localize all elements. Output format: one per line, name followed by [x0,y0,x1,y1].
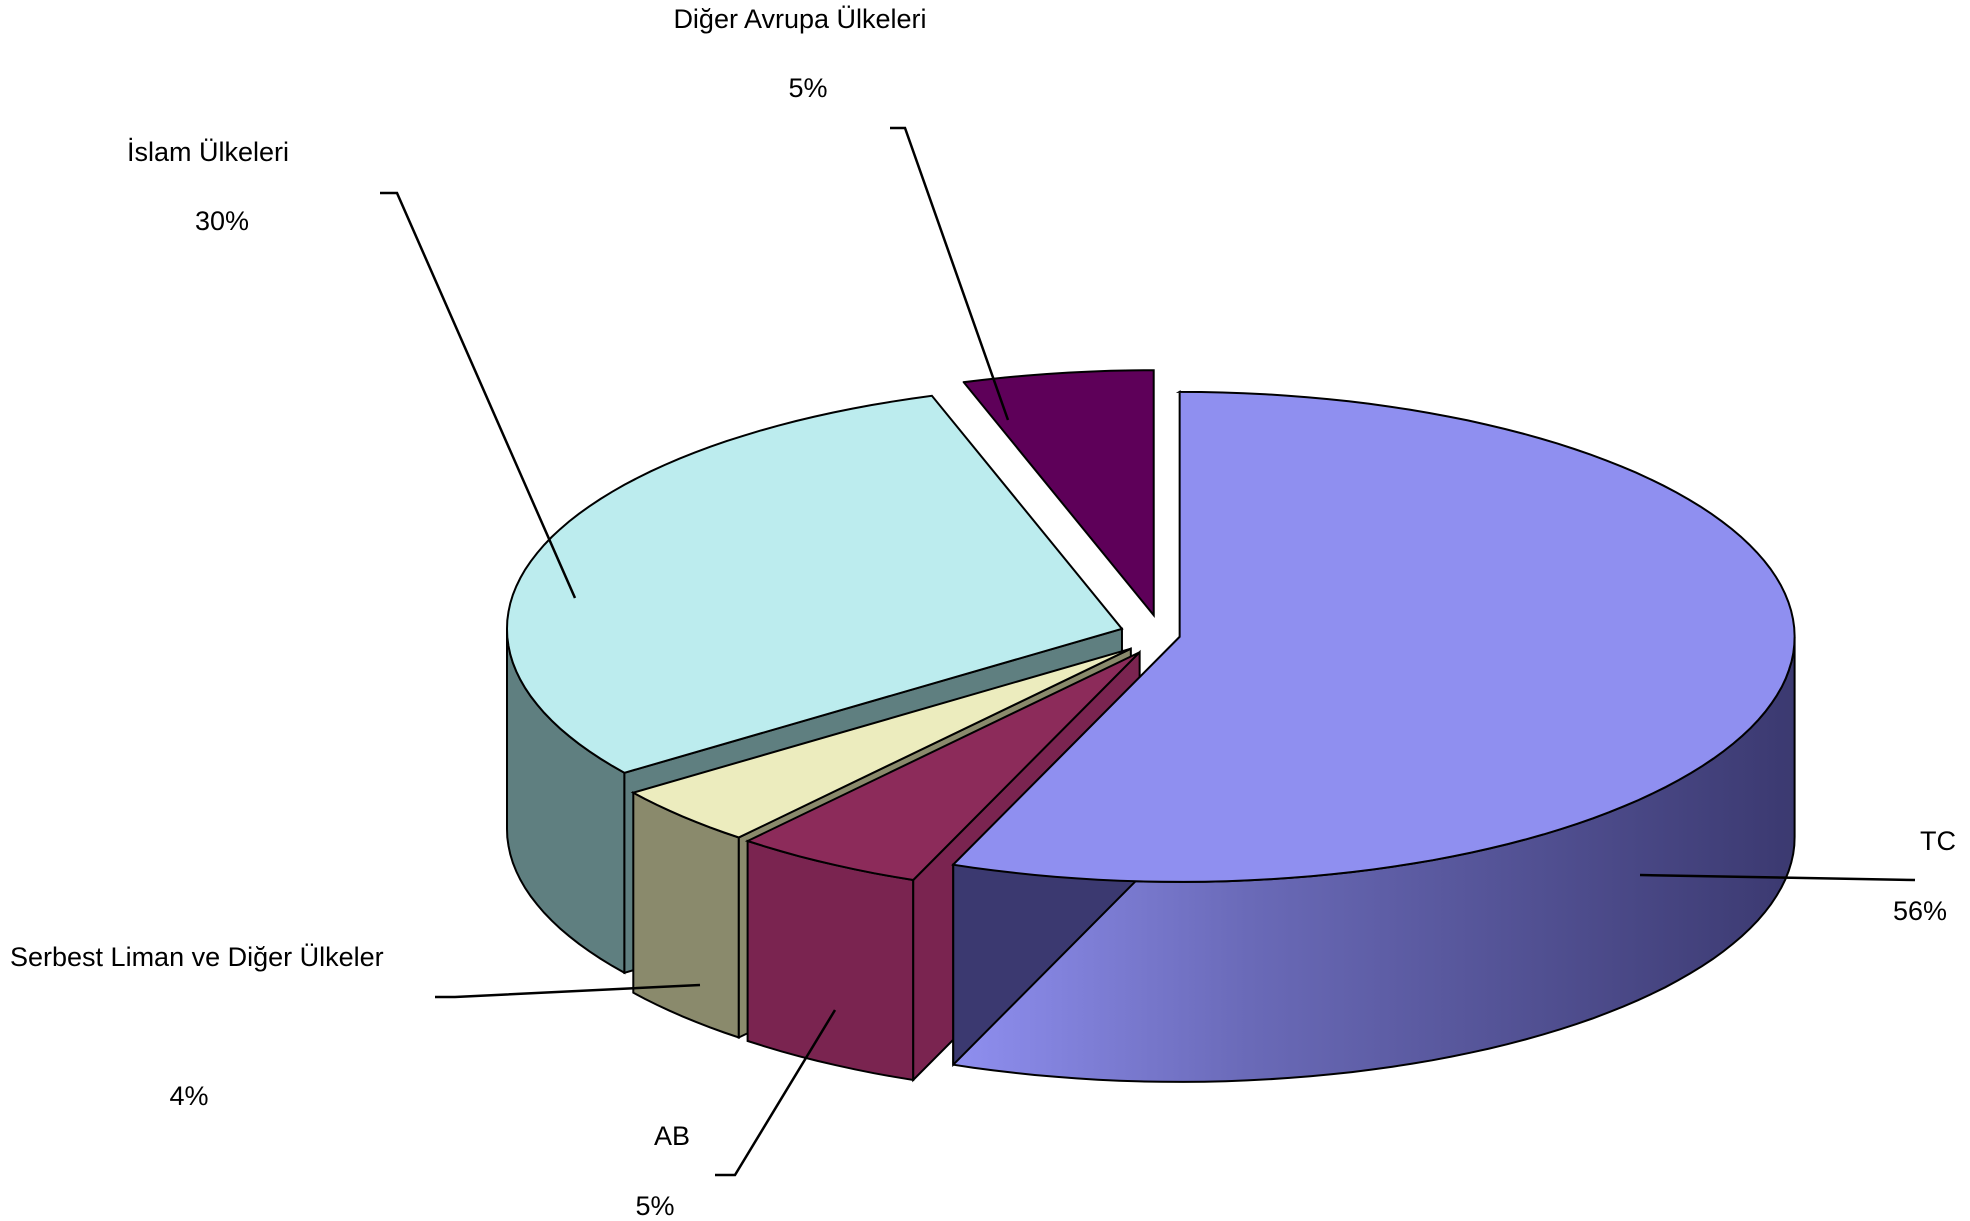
slice-value-islam: 30% [194,206,250,236]
slice-value-diger-avrupa: 5% [788,73,828,103]
slice-name-diger-avrupa: Diğer Avrupa Ülkeleri [673,4,927,34]
slice-name-tc: TC [1920,826,1956,856]
slice-serbest-liman-ve-di-er-lkeler [630,647,1132,839]
slice-tc [951,390,1796,883]
leader-serbest [435,983,701,999]
slice-side-ab [746,839,915,1082]
slice-di-er-avrupa-lkeleri [962,369,1155,619]
slice-name-serbest: Serbest Liman ve Diğer Ülkeler [10,942,384,972]
leader-islam [380,191,577,599]
slice-value-tc: 56% [1893,896,1948,926]
slice-ab [744,651,1141,882]
leader-ab [715,1009,837,1177]
slice-value-ab: 5% [635,1191,675,1221]
slice-name-ab: AB [653,1121,691,1151]
slice-value-serbest: 4% [169,1081,209,1111]
leader-tc [1639,873,1916,882]
slice-i-slam-lkeleri [505,394,1124,775]
leader-diger-avrupa [890,126,1010,421]
slice-name-islam: İslam Ülkeleri [127,137,290,167]
